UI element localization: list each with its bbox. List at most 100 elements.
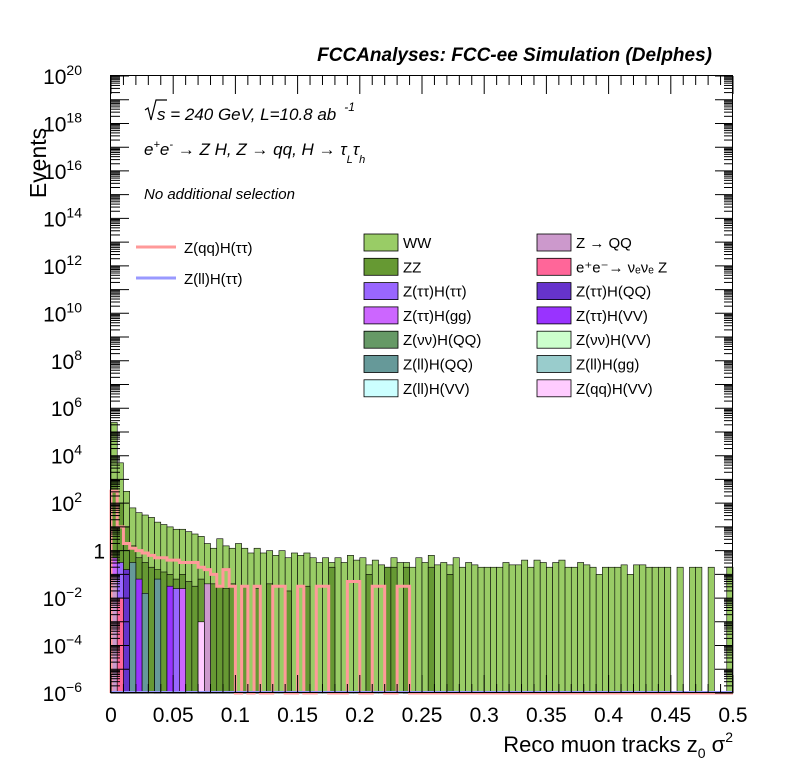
legend-swatch: [536, 257, 572, 276]
y-tick-label: 1014: [43, 204, 82, 231]
y-tick-label: 10−4: [43, 632, 83, 659]
selection-annotation: No additional selection: [144, 186, 295, 203]
legend-label: Z(ττ)H(ττ): [403, 284, 467, 301]
bar-ww: [695, 566, 703, 694]
legend-swatch: [536, 330, 572, 349]
x-tick-label: 0.35: [526, 704, 567, 727]
bar-ZqqHVV: [197, 621, 205, 694]
legend-label: Z(ll)H(gg): [576, 357, 639, 374]
y-tick-label: 102: [51, 489, 82, 516]
y-tick-label: 104: [51, 442, 82, 469]
bar-ww: [459, 566, 466, 694]
bar-ww: [626, 574, 634, 694]
legend-label: Z(ττ)H(QQ): [576, 284, 651, 301]
legend-label: ZZ: [403, 259, 421, 276]
bar-zz: [222, 588, 230, 694]
x-tick-label: 0.45: [650, 704, 691, 727]
bar-ZllHQQ: [129, 562, 137, 694]
bar-ww: [570, 566, 578, 694]
bar-ww: [564, 566, 572, 694]
x-tick-label: 0.25: [402, 704, 443, 727]
bar-ZllHQQ: [154, 578, 162, 694]
legend: Z(qq)H(ττ) Z(ll)H(ττ) WW Z → QQ ZZ e⁺e⁻→ νₑνₑ…: [136, 233, 667, 398]
legend-swatch: [363, 257, 399, 276]
bar-zz: [185, 581, 193, 694]
energy-annotation: s = 240 GeV, L=10.8 ab -1: [144, 99, 355, 124]
legend-label: Z(ττ)H(VV): [576, 308, 648, 325]
bar-ZQQ: [204, 583, 211, 694]
x-tick-label: 0.1: [221, 704, 250, 727]
legend-label: Z(ττ)H(gg): [403, 308, 472, 325]
legend-swatch: [536, 282, 572, 301]
bar-ww: [608, 566, 616, 694]
x-tick-label: 0: [105, 704, 117, 727]
bar-ww: [620, 564, 628, 694]
legend-label: Z(νν)H(QQ): [403, 332, 481, 349]
bar-ww: [415, 557, 423, 694]
bar-ZtautauHtautau: [172, 588, 180, 694]
y-axis-label: Events: [25, 128, 51, 198]
bar-ww: [595, 574, 603, 694]
bar-ZtautauHVV: [166, 585, 174, 694]
y-tick-label: 1016: [43, 157, 82, 184]
legend-label: Z(ll)H(QQ): [403, 357, 473, 374]
bar-ww: [465, 562, 473, 694]
bar-ww: [421, 562, 429, 694]
bar-ww: [440, 562, 448, 694]
bar-ww: [483, 566, 491, 694]
svg-text:s = 240 GeV, L=10.8 ab-1: s = 240 GeV, L=10.8 ab -1: [157, 100, 355, 124]
legend-swatch: [536, 379, 572, 398]
bar-ww: [490, 566, 497, 694]
bar-ZtautauHQQ: [123, 569, 130, 694]
bar-ww: [639, 564, 647, 694]
y-tick-label: 10−2: [43, 584, 83, 611]
bar-ww: [589, 566, 597, 694]
y-axis-ticks: 10−6 10−4 10−2 1 102 104 106 108 1010 1012 1014 101…: [43, 62, 733, 706]
bar-ww: [546, 566, 553, 694]
legend-label: Z(qq)H(VV): [576, 381, 653, 398]
legend-swatch: [363, 379, 399, 398]
bar-zz: [216, 585, 224, 694]
legend-swatch: [536, 233, 572, 252]
bar-ww: [602, 566, 609, 694]
process-annotation: e+e- → Z H, Z → qq, H → τLτh: [144, 139, 365, 166]
legend-label: Z(qq)H(ττ): [184, 240, 253, 257]
bar-zz: [191, 585, 199, 694]
legend-swatch: [363, 233, 399, 252]
bar-ww: [689, 566, 696, 694]
bar-ww: [707, 566, 715, 694]
y-tick-label: 106: [51, 394, 82, 421]
y-tick-label: 1020: [43, 62, 82, 89]
legend-label: e⁺e⁻→ νₑνₑ Z: [576, 259, 667, 276]
bar-ww: [508, 564, 516, 694]
bar-ww: [434, 564, 441, 694]
legend-swatch: [363, 330, 399, 349]
legend-swatch: [536, 306, 572, 325]
bar-zz: [427, 566, 435, 694]
bar-ww: [614, 566, 622, 694]
x-axis-label: Reco muon tracks z0 σ2: [503, 729, 733, 761]
legend-swatch: [363, 282, 399, 301]
bar-ww: [645, 566, 653, 694]
bar-ww: [539, 562, 547, 694]
y-tick-label: 1018: [43, 109, 82, 136]
y-tick-label: 1012: [43, 252, 82, 279]
legend-label: Z(ll)H(ττ): [184, 271, 243, 288]
y-tick-label: 1: [93, 541, 105, 564]
x-tick-label: 0.3: [470, 704, 499, 727]
legend-swatch: [363, 306, 399, 325]
legend-label: WW: [403, 235, 432, 252]
legend-label: Z → QQ: [576, 235, 632, 252]
bar-ww: [658, 566, 665, 694]
x-tick-label: 0.5: [718, 704, 747, 727]
bar-ww: [577, 562, 585, 694]
bar-ww: [452, 557, 460, 694]
legend-label: Z(νν)H(VV): [576, 332, 651, 349]
bar-ww: [533, 559, 541, 694]
y-tick-label: 1010: [43, 299, 82, 326]
bar-ww: [558, 559, 566, 694]
bar-ww: [651, 566, 659, 694]
x-tick-label: 0.4: [594, 704, 624, 727]
bar-zz: [160, 571, 168, 694]
